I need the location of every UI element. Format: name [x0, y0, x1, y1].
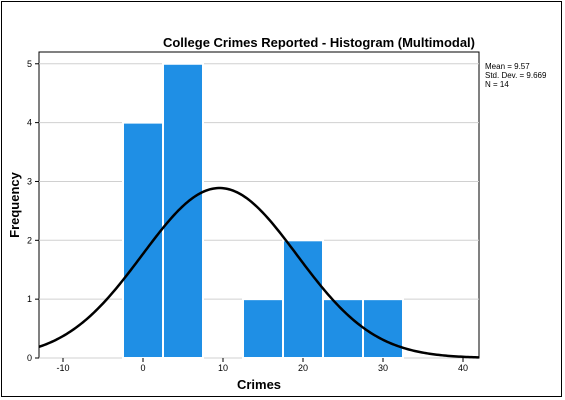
histogram-bars — [122, 62, 404, 360]
y-tick-label: 0 — [27, 353, 32, 363]
y-tick-label: 5 — [27, 59, 32, 69]
x-tick-label: 40 — [458, 363, 468, 373]
histogram-bar — [362, 298, 404, 359]
chart-title: College Crimes Reported - Histogram (Mul… — [163, 35, 475, 50]
gridlines — [39, 63, 479, 359]
histogram-bar — [162, 62, 204, 360]
x-tick-label: 20 — [298, 363, 308, 373]
y-axis-ticks: 0 1 2 3 4 5 — [27, 59, 39, 363]
stat-mean: Mean = 9.57 — [485, 62, 530, 71]
histogram-bar — [322, 298, 364, 359]
histogram-bar — [282, 239, 324, 359]
y-tick-label: 1 — [27, 294, 32, 304]
y-axis-title: Frequency — [7, 171, 22, 238]
y-tick-label: 3 — [27, 176, 32, 186]
x-tick-label: 0 — [140, 363, 145, 373]
stat-std-dev: Std. Dev. = 9.669 — [485, 71, 547, 80]
x-tick-label: 30 — [378, 363, 388, 373]
y-tick-label: 4 — [27, 118, 32, 128]
histogram-bar — [122, 121, 164, 359]
x-axis-title: Crimes — [237, 377, 281, 392]
x-tick-label: -10 — [56, 363, 69, 373]
y-tick-label: 2 — [27, 235, 32, 245]
x-axis-ticks: -10 0 10 20 30 40 — [56, 358, 468, 373]
histogram-bar — [242, 298, 284, 359]
x-tick-label: 10 — [218, 363, 228, 373]
normal-curve — [38, 186, 480, 359]
stat-n: N = 14 — [485, 80, 509, 89]
